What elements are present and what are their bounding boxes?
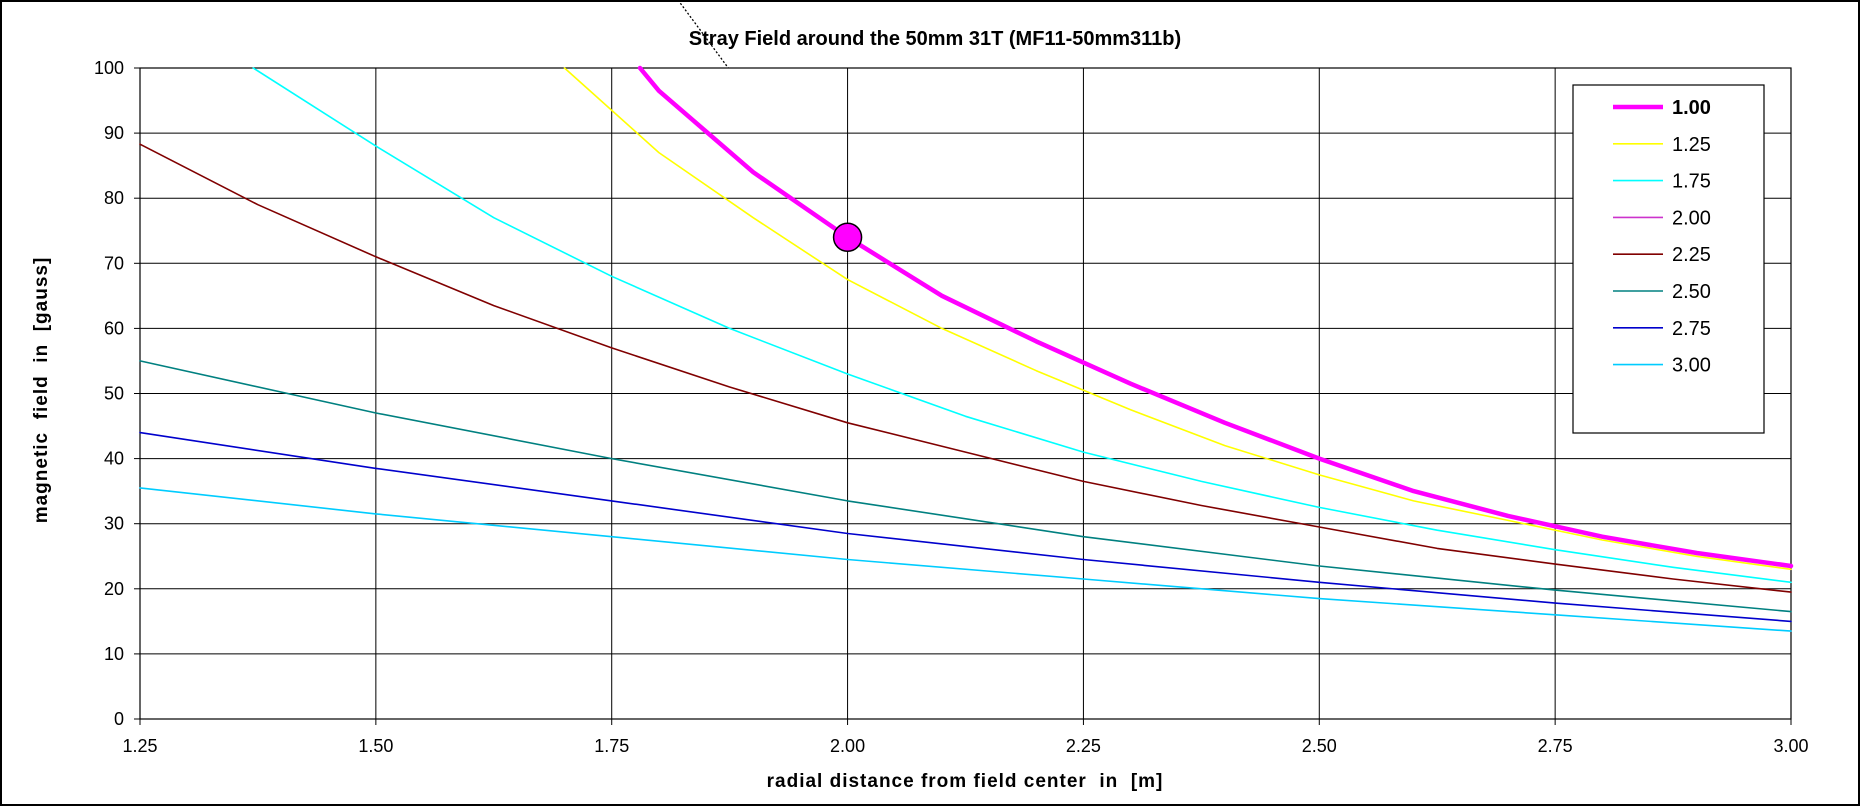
series-line-2-25	[139, 143, 1792, 593]
gridlines	[139, 67, 1792, 720]
legend-label: 2.00	[1672, 207, 1711, 229]
series-lines	[139, 65, 1794, 632]
series-line-2-50	[139, 360, 1792, 613]
y-axis-ticks: 0 10 20 30 40 50 60 70 80 90 100	[94, 58, 140, 729]
legend-label: 2.25	[1672, 244, 1711, 266]
series-line-2-75	[139, 431, 1792, 623]
legend-label: 1.75	[1672, 171, 1711, 193]
y-tick-label: 0	[114, 709, 124, 729]
x-tick-label: 1.50	[358, 736, 393, 756]
x-axis-title: radial distance from field center in [m]	[767, 771, 1164, 792]
legend-label: 2.50	[1672, 281, 1711, 303]
legend-box	[1572, 84, 1765, 434]
x-tick-label: 1.25	[122, 736, 157, 756]
y-tick-label: 10	[104, 644, 124, 664]
x-tick-label: 1.75	[594, 736, 629, 756]
x-tick-label: 2.50	[1302, 736, 1337, 756]
legend-label: 1.00	[1672, 97, 1711, 119]
chart-title: Stray Field around the 50mm 31T (MF11-50…	[689, 28, 1181, 50]
legend-label: 2.75	[1672, 318, 1711, 340]
y-tick-label: 100	[94, 58, 124, 78]
series-line-3-00	[139, 487, 1792, 632]
y-tick-label: 70	[104, 253, 124, 273]
y-tick-label: 50	[104, 384, 124, 404]
series-line-1-00	[637, 65, 1794, 569]
y-tick-label: 60	[104, 318, 124, 338]
y-tick-label: 40	[104, 449, 124, 469]
x-tick-label: 2.25	[1066, 736, 1101, 756]
y-tick-label: 30	[104, 514, 124, 534]
x-tick-label: 2.00	[830, 736, 865, 756]
y-tick-label: 80	[104, 188, 124, 208]
x-tick-label: 3.00	[1773, 736, 1808, 756]
data-point-marker[interactable]	[832, 222, 863, 253]
series-line-1-25	[563, 67, 1792, 571]
series-line-1-75	[252, 67, 1792, 584]
legend-label: 1.25	[1672, 134, 1711, 156]
legend-label: 3.00	[1672, 355, 1711, 377]
legend: 1.00 1.25 1.75 2.00 2.25 2.50 2.75 3.00	[1572, 84, 1765, 434]
y-tick-label: 90	[104, 123, 124, 143]
y-axis-title: magnetic field in [gauss]	[31, 257, 52, 524]
x-axis-ticks: 1.25 1.50 1.75 2.00 2.25 2.50 2.75 3.00	[122, 719, 1809, 756]
y-tick-label: 20	[104, 579, 124, 599]
x-tick-label: 2.75	[1538, 736, 1573, 756]
